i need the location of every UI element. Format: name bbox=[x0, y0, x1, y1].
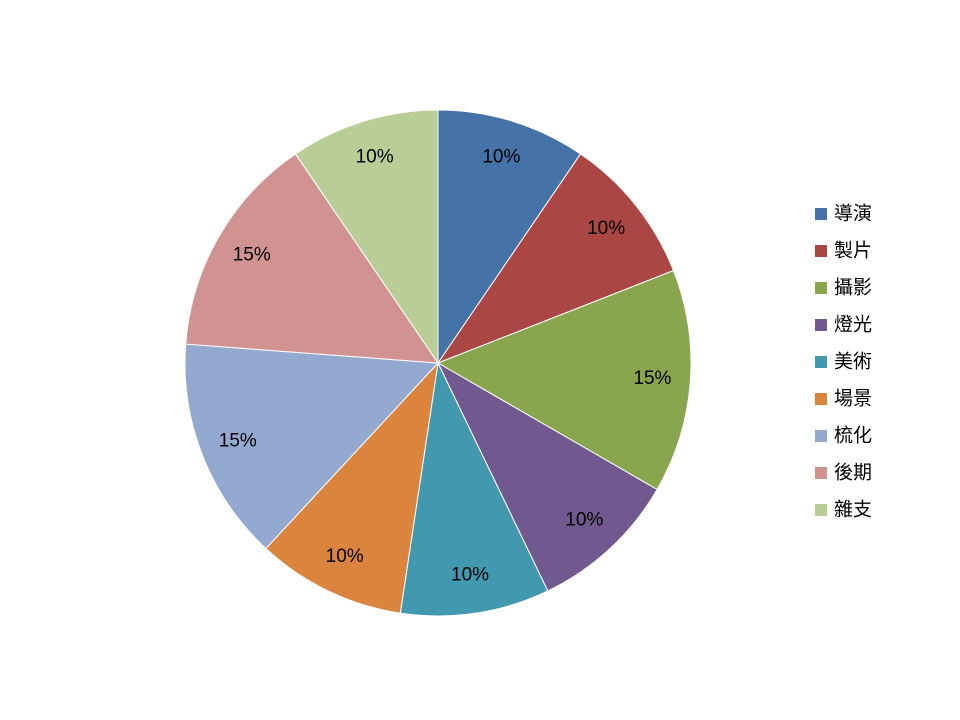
data-label: 15% bbox=[219, 431, 257, 452]
legend-label: 製片 bbox=[834, 240, 872, 262]
data-label: 10% bbox=[356, 147, 394, 168]
legend-swatch bbox=[815, 245, 827, 257]
data-label: 10% bbox=[326, 546, 364, 567]
pie-slice bbox=[399, 361, 549, 617]
pie-slice bbox=[185, 153, 439, 364]
data-label: 15% bbox=[233, 244, 271, 265]
data-label: 10% bbox=[482, 147, 520, 168]
legend-label: 梳化 bbox=[834, 425, 872, 447]
pie-slice bbox=[436, 361, 658, 592]
legend-label: 場景 bbox=[834, 388, 872, 410]
legend-swatch bbox=[815, 393, 827, 405]
pie-slice bbox=[184, 343, 440, 550]
data-label: 10% bbox=[587, 218, 625, 239]
legend-swatch bbox=[815, 467, 827, 479]
pie-slice bbox=[436, 269, 692, 491]
legend-swatch bbox=[815, 282, 827, 294]
legend-label: 雜支 bbox=[834, 499, 872, 521]
pie-slice bbox=[294, 109, 439, 365]
pie-slice bbox=[436, 153, 675, 365]
legend-swatch bbox=[815, 208, 827, 220]
legend-swatch bbox=[815, 319, 827, 331]
legend-label: 導演 bbox=[834, 203, 872, 225]
data-label: 10% bbox=[565, 510, 603, 531]
legend-label: 攝影 bbox=[834, 277, 872, 299]
legend-swatch bbox=[815, 430, 827, 442]
legend-label: 燈光 bbox=[834, 314, 872, 336]
legend-label: 美術 bbox=[834, 351, 872, 373]
pie-slice bbox=[265, 361, 439, 614]
pie-slice bbox=[437, 109, 582, 365]
legend-label: 後期 bbox=[834, 462, 872, 484]
legend-swatch bbox=[815, 356, 827, 368]
data-label: 15% bbox=[633, 368, 671, 389]
legend-swatch bbox=[815, 504, 827, 516]
data-label: 10% bbox=[451, 565, 489, 586]
